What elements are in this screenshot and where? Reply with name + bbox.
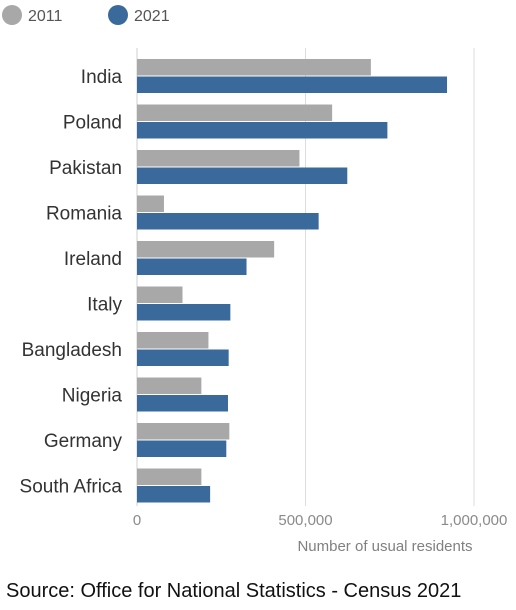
legend-swatch-2021: [108, 5, 128, 25]
category-label: Romania: [46, 204, 122, 225]
bar-2011-india: [137, 59, 371, 76]
category-label: Poland: [63, 113, 122, 134]
bar-2011-germany: [137, 423, 230, 440]
bar-2021-pakistan: [137, 167, 348, 184]
legend-label-2021: 2021: [134, 8, 170, 25]
x-tick-label: 500,000: [278, 512, 332, 529]
bar-2021-romania: [137, 213, 319, 230]
bars: [137, 59, 448, 503]
bar-2011-poland: [137, 104, 333, 121]
x-axis-title: Number of usual residents: [297, 538, 472, 555]
bar-2011-ireland: [137, 241, 275, 258]
source-note: Source: Office for National Statistics -…: [6, 580, 461, 602]
category-label: Italy: [87, 295, 122, 316]
category-label: Ireland: [64, 249, 122, 270]
bar-2021-germany: [137, 440, 227, 457]
bar-2021-italy: [137, 304, 231, 321]
bar-2021-poland: [137, 122, 388, 139]
bar-2011-nigeria: [137, 377, 202, 394]
bar-2021-south-africa: [137, 486, 211, 503]
bar-2011-pakistan: [137, 150, 300, 167]
tick-labels: 0 500,000 1,000,000: [133, 512, 508, 529]
legend-swatch-2011: [2, 5, 22, 25]
x-tick-label: 1,000,000: [441, 512, 508, 529]
category-labels: India Poland Pakistan Romania Ireland Italy Ba…: [20, 67, 123, 498]
legend: 2011 2021: [2, 5, 170, 25]
category-label: Bangladesh: [22, 340, 122, 361]
bar-2011-south-africa: [137, 468, 202, 485]
bar-2011-bangladesh: [137, 332, 209, 349]
bar-2011-italy: [137, 286, 183, 303]
category-label: Germany: [44, 431, 123, 452]
bar-2021-ireland: [137, 258, 247, 275]
category-label: South Africa: [20, 477, 123, 498]
bar-2021-india: [137, 76, 448, 93]
category-label: Nigeria: [62, 386, 123, 407]
x-tick-label: 0: [133, 512, 141, 529]
bar-2011-romania: [137, 195, 164, 212]
bar-2021-nigeria: [137, 395, 228, 412]
category-label: Pakistan: [49, 158, 122, 179]
category-label: India: [81, 67, 123, 88]
legend-label-2011: 2011: [28, 8, 63, 25]
bar-2021-bangladesh: [137, 349, 229, 366]
